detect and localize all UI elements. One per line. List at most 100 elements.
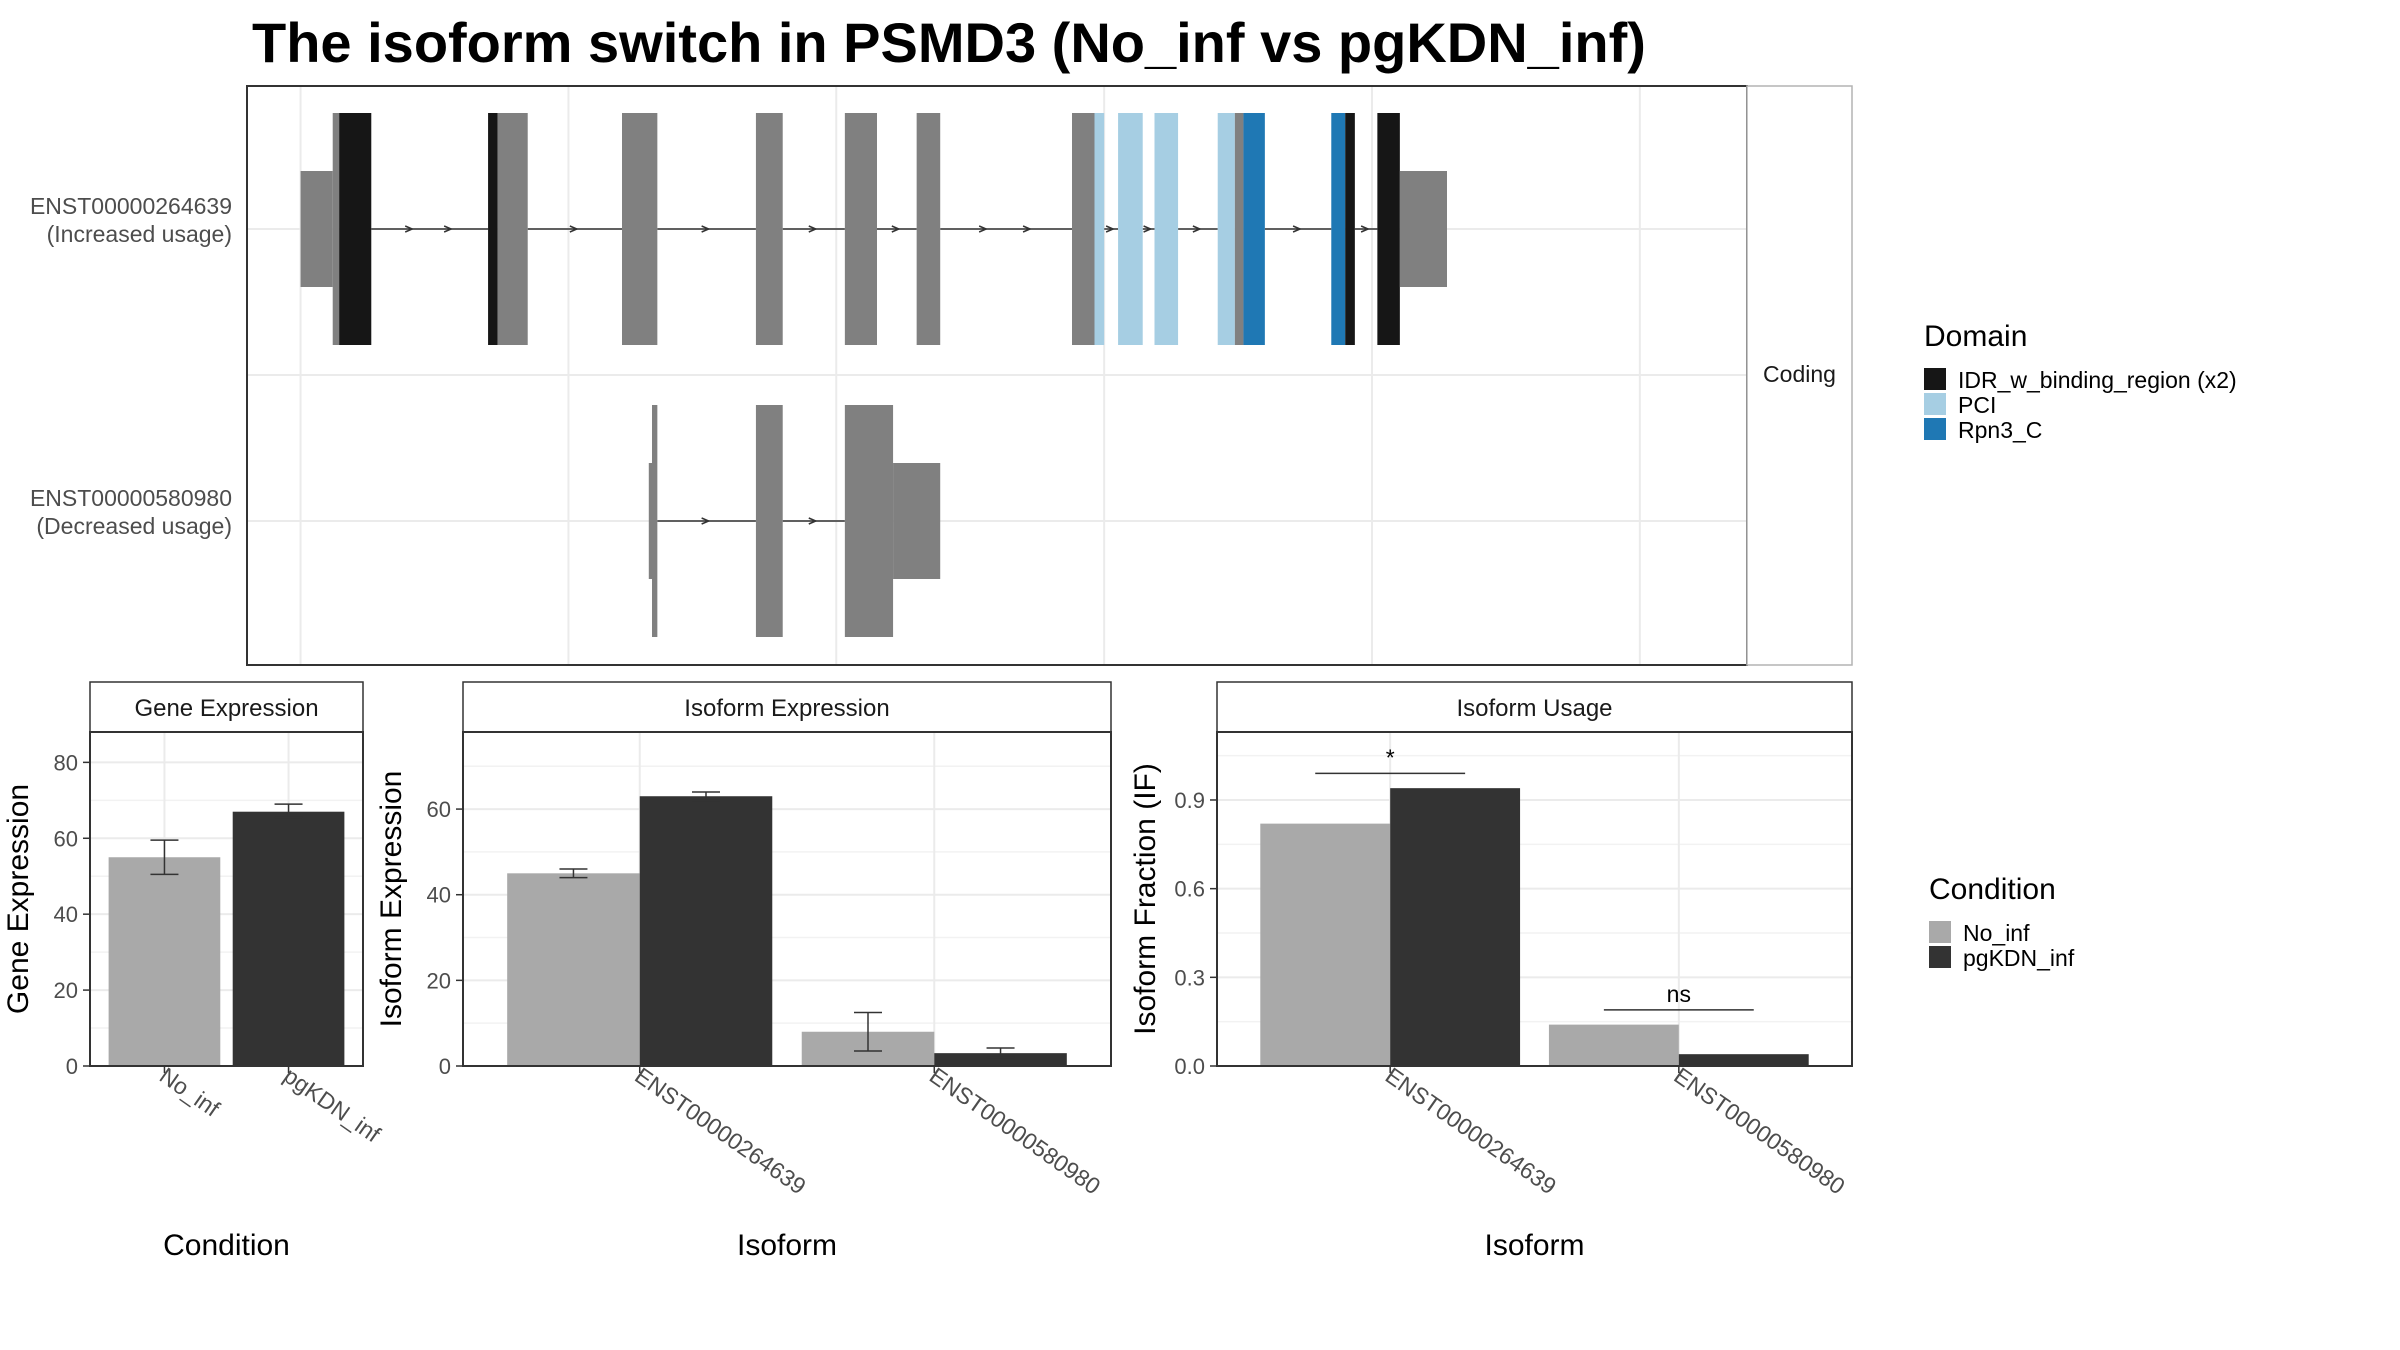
y-tick-label: 0.0: [1174, 1054, 1205, 1079]
y-tick-label: 0.9: [1174, 788, 1205, 813]
domain-legend-key: [1924, 418, 1946, 440]
y-tick-label: 20: [427, 968, 451, 993]
coding-exon: [1234, 113, 1244, 345]
utr-exon: [300, 171, 333, 287]
bar: [108, 857, 221, 1066]
chart-strip: [1216, 681, 1853, 733]
domain-segment: [339, 113, 372, 345]
condition-legend-key: [1929, 946, 1951, 968]
domain-segment: [1154, 113, 1179, 345]
intron-arrow-icon: [701, 225, 711, 233]
coding-exon: [844, 113, 877, 345]
intron-arrow-icon: [1022, 225, 1032, 233]
y-tick-label: 40: [54, 902, 78, 927]
coding-exon: [755, 405, 783, 637]
coding-exon: [332, 113, 340, 345]
intron-arrow-icon: [404, 225, 415, 233]
coding-exon: [755, 113, 783, 345]
chart-strip-title: Isoform Usage: [1456, 695, 1612, 722]
condition-legend-label: pgKDN_inf: [1963, 945, 2075, 971]
condition-legend-key: [1929, 921, 1951, 943]
y-axis-label: Isoform Expression: [375, 771, 408, 1028]
x-axis-label: Isoform: [1484, 1229, 1584, 1262]
bar: [232, 811, 345, 1066]
domain-segment: [1331, 113, 1346, 345]
bar: [507, 873, 640, 1066]
coding-exon: [622, 113, 658, 345]
chart-strip: [462, 681, 1112, 733]
bar-chart-2: Isoform Expression 0 20 40 60 ENST00000264639…: [375, 681, 1112, 1262]
intron-arrow-icon: [569, 225, 579, 233]
bar-chart-1: Gene Expression 0 20 40 60 80 No_inf pgKDN_inf C…: [2, 681, 386, 1262]
bar: [1260, 823, 1391, 1066]
x-tick-label: ENST00000580980: [1669, 1062, 1849, 1199]
condition-legend-label: No_inf: [1963, 920, 2030, 946]
significance-label: *: [1386, 744, 1395, 770]
bar: [639, 796, 773, 1066]
x-tick-label: ENST00000580980: [925, 1062, 1105, 1199]
intron-arrow-icon: [891, 225, 901, 233]
utr-exon: [893, 463, 941, 579]
significance-label: ns: [1667, 981, 1691, 1007]
intron-arrow-icon: [808, 225, 818, 233]
domain-segment: [1377, 113, 1400, 345]
coding-exon: [652, 405, 658, 637]
y-axis-label: Gene Expression: [2, 784, 35, 1014]
bar: [934, 1053, 1067, 1066]
bar: [1548, 1024, 1679, 1066]
domain-legend-label: IDR_w_binding_region (x2): [1958, 367, 2237, 393]
isoform-usage-label: (Decreased usage): [36, 513, 232, 539]
x-axis-label: Condition: [163, 1229, 290, 1262]
chart-strip-title: Gene Expression: [134, 695, 318, 722]
intron-arrow-icon: [1105, 225, 1116, 233]
domain-segment: [488, 113, 498, 345]
utr-exon: [1399, 171, 1447, 287]
intron-arrow-icon: [1360, 225, 1371, 233]
chart-title: The isoform switch in PSMD3 (No_inf vs p…: [252, 11, 1646, 74]
chart-strip: [89, 681, 364, 733]
y-tick-label: 40: [427, 883, 451, 908]
y-tick-label: 20: [54, 978, 78, 1003]
intron-arrow-icon: [1192, 225, 1202, 233]
chart-plot-border: [89, 731, 364, 1067]
isoform-row-label: ENST00000264639: [30, 193, 232, 219]
isoform-usage-label: (Increased usage): [47, 221, 232, 247]
coding-exon: [497, 113, 528, 345]
bar: [1678, 1054, 1809, 1066]
facet-strip: [1746, 85, 1853, 666]
x-tick-label: ENST00000264639: [630, 1062, 810, 1199]
y-axis-label: Isoform Fraction (IF): [1129, 763, 1162, 1035]
domain-segment: [1094, 113, 1105, 345]
intron-arrow-icon: [701, 517, 711, 525]
y-tick-label: 0.3: [1174, 965, 1205, 990]
domain-segment: [1118, 113, 1143, 345]
intron-arrow-icon: [1292, 225, 1302, 233]
domain-legend-label: PCI: [1958, 392, 1996, 418]
y-tick-label: 60: [54, 826, 78, 851]
y-tick-label: 0: [439, 1054, 451, 1079]
x-axis-label: Isoform: [737, 1229, 837, 1262]
domain-legend-key: [1924, 368, 1946, 390]
coding-exon: [1072, 113, 1095, 345]
x-tick-label: pgKDN_inf: [279, 1062, 386, 1147]
intron-arrow-icon: [808, 517, 818, 525]
intron-arrow-icon: [443, 225, 454, 233]
y-tick-label: 60: [427, 797, 451, 822]
bar: [1390, 788, 1521, 1066]
facet-strip-label: Coding: [1763, 361, 1836, 387]
chart-plot-border: [1216, 731, 1853, 1067]
domain-segment: [1243, 113, 1265, 345]
chart-strip-title: Isoform Expression: [684, 695, 889, 722]
y-tick-label: 0.6: [1174, 877, 1205, 902]
y-tick-label: 80: [54, 750, 78, 775]
bar-chart-3: Isoform Usage * ns 0.0 0.3 0.6 0.9 ENST00000264…: [1129, 681, 1853, 1262]
x-tick-label: ENST00000264639: [1381, 1062, 1561, 1199]
x-tick-label: No_inf: [155, 1062, 225, 1122]
domain-legend-label: Rpn3_C: [1958, 417, 2042, 443]
domain-segment: [1345, 113, 1355, 345]
domain-legend-title: Domain: [1924, 320, 2027, 353]
utr-exon: [648, 463, 652, 579]
domain-segment: [1217, 113, 1235, 345]
domain-legend-key: [1924, 393, 1946, 415]
